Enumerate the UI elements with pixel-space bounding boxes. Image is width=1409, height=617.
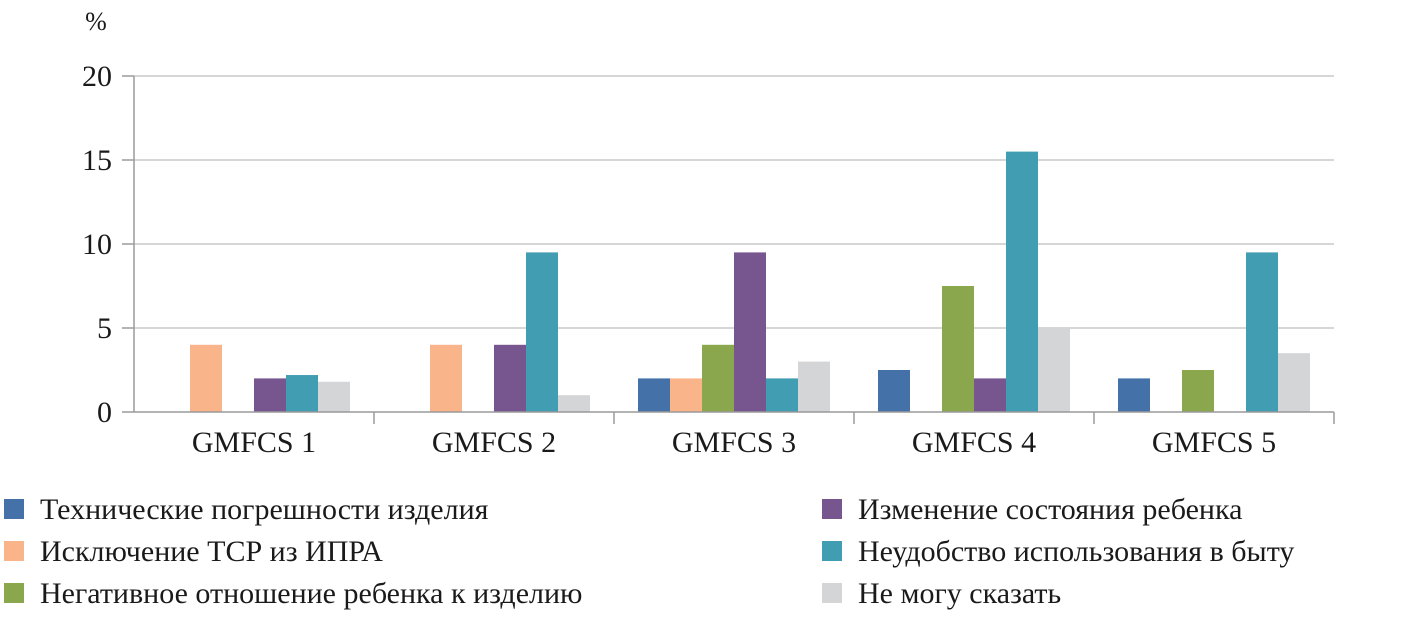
category-label: GMFCS 1 (192, 426, 316, 459)
bar (1246, 252, 1278, 412)
bar (798, 361, 830, 412)
category-label: GMFCS 3 (672, 426, 796, 459)
legend-label: Негативное отношение ребенка к изделию (40, 577, 582, 610)
bar (1182, 370, 1214, 412)
bar (494, 344, 526, 412)
bar (1278, 353, 1310, 412)
bar (766, 378, 798, 412)
bar (1006, 151, 1038, 412)
category-label: GMFCS 2 (432, 426, 556, 459)
legend-label: Технические погрешности изделия (40, 493, 489, 526)
legend-swatch (4, 583, 24, 603)
legend-label: Исключение ТСР из ИПРА (40, 535, 383, 568)
legend-swatch (822, 541, 842, 561)
bar (558, 395, 590, 412)
bar (1118, 378, 1150, 412)
legend-item: Не могу сказать (822, 577, 1061, 610)
y-tick-label: 10 (82, 228, 112, 261)
y-tick-label: 15 (82, 144, 112, 177)
bar (430, 344, 462, 412)
category-label: GMFCS 4 (912, 426, 1036, 459)
axes: 0 5 10 15 20 GMFCS 1 GMFCS 2 GMFCS 3 GMFCS 4 GMFC… (82, 60, 1335, 459)
bar (702, 344, 734, 412)
legend-swatch (822, 499, 842, 519)
legend-item: Технические погрешности изделия (4, 493, 489, 526)
legend-swatch (4, 541, 24, 561)
y-tick-label: 20 (82, 60, 112, 93)
legend-item: Изменение состояния ребенка (822, 493, 1242, 526)
y-tick-label: 0 (97, 396, 112, 429)
bar (974, 378, 1006, 412)
category-label: GMFCS 5 (1152, 426, 1276, 459)
bar (190, 344, 222, 412)
legend-item: Исключение ТСР из ИПРА (4, 535, 383, 568)
bar (1038, 328, 1070, 412)
legend-label: Неудобство использования в быту (858, 535, 1294, 568)
bar (638, 378, 670, 412)
legend-swatch (4, 499, 24, 519)
legend-label: Не могу сказать (858, 577, 1061, 610)
bar (878, 370, 910, 412)
bar (942, 286, 974, 412)
y-tick-label: 5 (97, 312, 112, 345)
legend-label: Изменение состояния ребенка (858, 493, 1242, 526)
legend: Технические погрешности изделия Исключени… (4, 493, 1294, 610)
bar (318, 381, 350, 412)
bar (526, 252, 558, 412)
bar (670, 378, 702, 412)
y-unit-label: % (85, 7, 107, 36)
legend-item: Негативное отношение ребенка к изделию (4, 577, 582, 610)
bar (734, 252, 766, 412)
legend-swatch (822, 583, 842, 603)
bars (190, 151, 1310, 412)
bar (254, 378, 286, 412)
legend-item: Неудобство использования в быту (822, 535, 1294, 568)
bar (286, 375, 318, 412)
